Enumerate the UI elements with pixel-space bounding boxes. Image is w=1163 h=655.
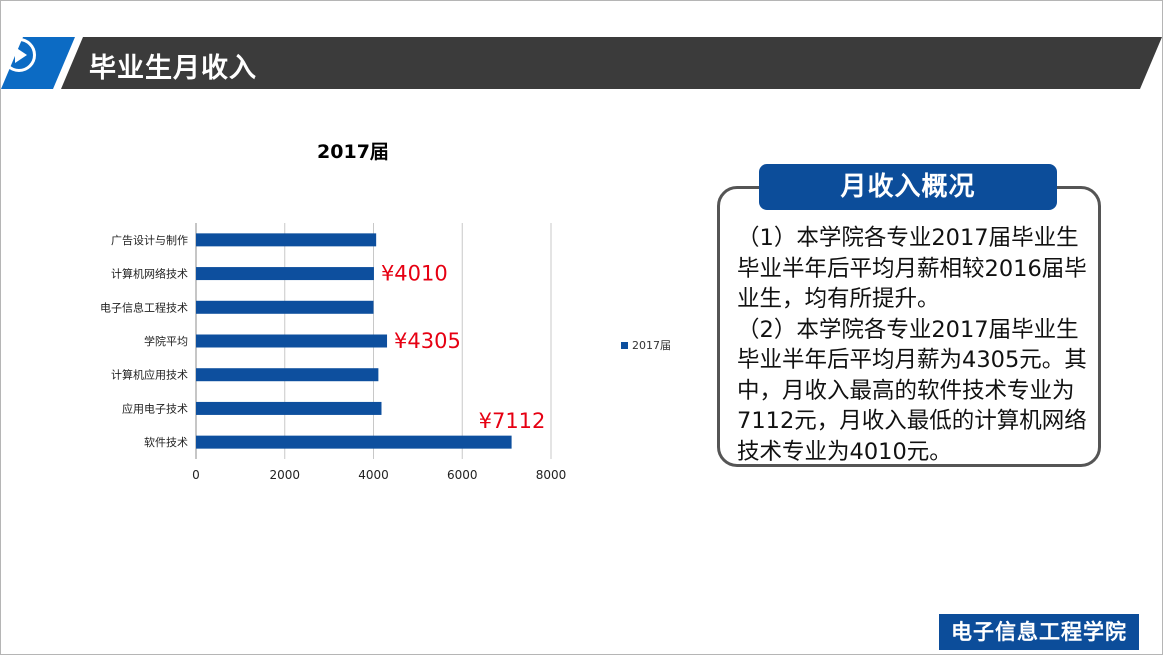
title-bar-background xyxy=(61,37,1162,89)
summary-text: （1）本学院各专业2017届毕业生毕业半年后平均月薪相较2016届毕业生，均有所… xyxy=(737,223,1087,467)
summary-heading: 月收入概况 xyxy=(759,164,1057,210)
category-label: 应用电子技术 xyxy=(122,401,188,415)
chart-bars xyxy=(196,233,512,449)
bar xyxy=(196,300,374,314)
title-bar: 毕业生月收入 xyxy=(1,37,1162,89)
chart-title: 2017届 xyxy=(317,141,389,163)
legend-label: 2017届 xyxy=(632,339,671,352)
bar xyxy=(196,334,388,348)
x-tick-label: 4000 xyxy=(358,468,389,482)
bar xyxy=(196,233,377,247)
chart-annotations: ¥4010 ¥4305 ¥7112 xyxy=(381,262,545,434)
x-tick-label: 6000 xyxy=(447,468,478,482)
bar xyxy=(196,368,379,382)
x-tick-label: 0 xyxy=(192,468,200,482)
category-label: 广告设计与制作 xyxy=(111,234,188,247)
chart-x-tick-labels: 0 2000 4000 6000 8000 xyxy=(192,468,566,482)
bar xyxy=(196,435,512,449)
category-label: 计算机网络技术 xyxy=(111,267,188,281)
summary-paragraph-2: （2）本学院各专业2017届毕业生毕业半年后平均月薪为4305元。其中，月收入最… xyxy=(737,316,1087,465)
income-bar-chart: 2017届 广告设计与制作 计算机网络技术电子信息工程技术学院平均计算机应用技术应… xyxy=(81,131,601,491)
category-label: 软件技术 xyxy=(144,435,188,449)
chart-category-labels: 广告设计与制作计算机网络技术电子信息工程技术学院平均计算机应用技术应用电子技术软… xyxy=(100,234,188,449)
legend-swatch xyxy=(621,342,628,349)
data-label: ¥4305 xyxy=(394,329,461,353)
summary-box xyxy=(717,186,1101,467)
data-label: ¥4010 xyxy=(381,262,448,286)
x-tick-label: 8000 xyxy=(536,468,567,482)
page-title: 毕业生月收入 xyxy=(89,53,257,84)
footer-badge: 电子信息工程学院 xyxy=(939,614,1139,650)
bar xyxy=(196,267,374,281)
summary-paragraph-1: （1）本学院各专业2017届毕业生毕业半年后平均月薪相较2016届毕业生，均有所… xyxy=(737,225,1087,312)
data-label: ¥7112 xyxy=(479,409,546,433)
chart-canvas: 2017届 广告设计与制作计算机网络技术电子信息工程技术学院平均计算机应用技术应… xyxy=(100,141,566,482)
x-tick-label: 2000 xyxy=(269,468,300,482)
chart-legend: 2017届 xyxy=(621,337,671,353)
category-label: 学院平均 xyxy=(144,334,188,348)
category-label: 电子信息工程技术 xyxy=(100,300,188,314)
category-label: 计算机应用技术 xyxy=(111,368,188,382)
play-icon[interactable] xyxy=(1,37,37,73)
bar xyxy=(196,401,382,415)
